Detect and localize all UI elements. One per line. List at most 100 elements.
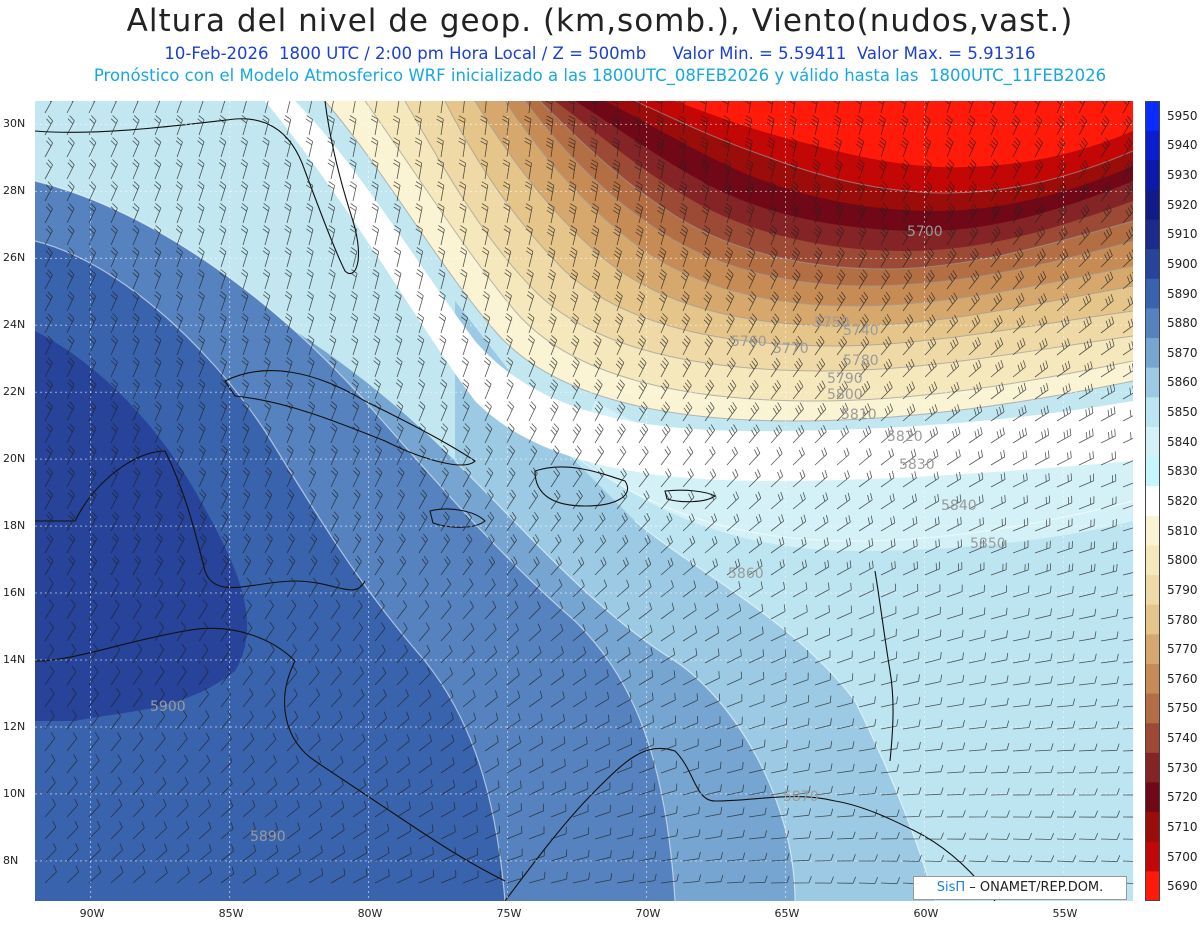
wind-barb [308,577,318,598]
wind-barb [835,225,845,246]
wind-barb [792,357,803,378]
wind-barb [1012,855,1033,863]
wind-barb [1100,832,1121,840]
wind-barb [286,800,300,818]
wind-barb [1078,563,1096,576]
wind-barb [616,669,631,686]
wind-barb [1078,765,1098,774]
wind-barb [1078,316,1092,334]
wind-barb [506,735,521,752]
wind-barb [352,711,365,730]
wind-barb [880,832,900,840]
wind-barb [748,785,767,796]
wind-barb [440,779,455,796]
subtitle-model: Pronóstico con el Modelo Atmosferico WRF… [93,66,1107,85]
wind-barb [484,467,494,488]
colorbar-swatch [1145,456,1160,487]
wind-barb [66,313,75,334]
wind-barb [704,761,722,774]
wind-barb [198,489,207,510]
wind-barb [880,561,896,576]
wind-barb [792,763,811,774]
wind-barb [242,445,250,466]
wind-barb [968,203,978,224]
wind-barb [594,401,604,422]
lat-tick-label: 28N [3,184,26,198]
wind-barb [902,742,921,752]
wind-barb [198,467,206,488]
wind-barb [924,809,944,818]
wind-barb [1011,115,1020,136]
wind-barb [1034,101,1041,114]
colorbar-swatch [1145,160,1160,191]
wind-barb [1056,248,1069,268]
wind-barb [989,101,996,114]
wind-barb [176,799,189,818]
wind-barb [746,203,755,224]
wind-barb [327,181,335,202]
wind-barb [176,335,184,356]
wind-barb [682,715,699,730]
colorbar-swatch [1145,693,1160,724]
wind-barb [946,404,960,422]
wind-barb [418,756,433,774]
wind-barb [330,423,338,444]
wind-barb [462,101,465,114]
wind-barb [110,599,120,620]
wind-barb [660,874,679,884]
wind-barb [440,489,450,510]
wind-barb [439,335,447,356]
colorbar-label: 5710 [1167,819,1198,834]
wind-barb [814,763,833,774]
wind-barb [814,627,831,642]
wind-barb [66,709,77,730]
wind-barb [308,533,318,554]
wind-barb [638,647,653,664]
wind-barb [814,605,830,620]
wind-barb [1122,549,1133,554]
wind-barb [506,780,522,796]
wind-barb [616,873,635,884]
wind-barb [110,101,117,114]
wind-barb [220,777,233,796]
wind-barb [1122,182,1133,202]
wind-barb [440,555,451,576]
wind-barb [396,644,408,664]
wind-barb [437,203,445,224]
wind-barb [462,825,478,840]
wind-barb [1100,608,1119,620]
wind-barb [858,247,867,268]
wind-barb [748,852,768,862]
wind-barb [66,798,79,818]
wind-barb [262,115,270,136]
wind-barb [528,578,541,598]
wind-barb [242,555,252,576]
wind-barb [330,711,343,730]
wind-barb [484,780,500,796]
colorbar-label: 5780 [1167,612,1198,627]
wind-barb [418,644,431,664]
wind-barb [704,535,718,554]
wind-barb [154,710,166,730]
weather-map: 5700 5740 5750 5760 5770 5780 5790 5800 5810 5820… [35,101,1133,901]
wind-barb [372,313,380,334]
wind-barb [990,315,1003,334]
wind-barb [572,646,587,664]
wind-barb [459,203,467,224]
wind-barb [393,203,401,224]
wind-barb [594,804,611,818]
wind-barb [176,401,184,422]
wind-barb [990,540,1007,554]
wind-barb [1100,586,1118,598]
wind-barb [613,225,622,246]
wind-barb [44,709,55,730]
wind-barb [792,649,809,664]
colorbar-swatch [1145,278,1160,309]
wind-barb [220,379,228,400]
coast-jamaica [429,508,486,528]
wind-barb [154,511,163,532]
wind-barb [242,621,253,642]
wind-barb [748,762,766,774]
lat-tick-label: 16N [3,586,26,600]
wind-barb [946,742,966,752]
